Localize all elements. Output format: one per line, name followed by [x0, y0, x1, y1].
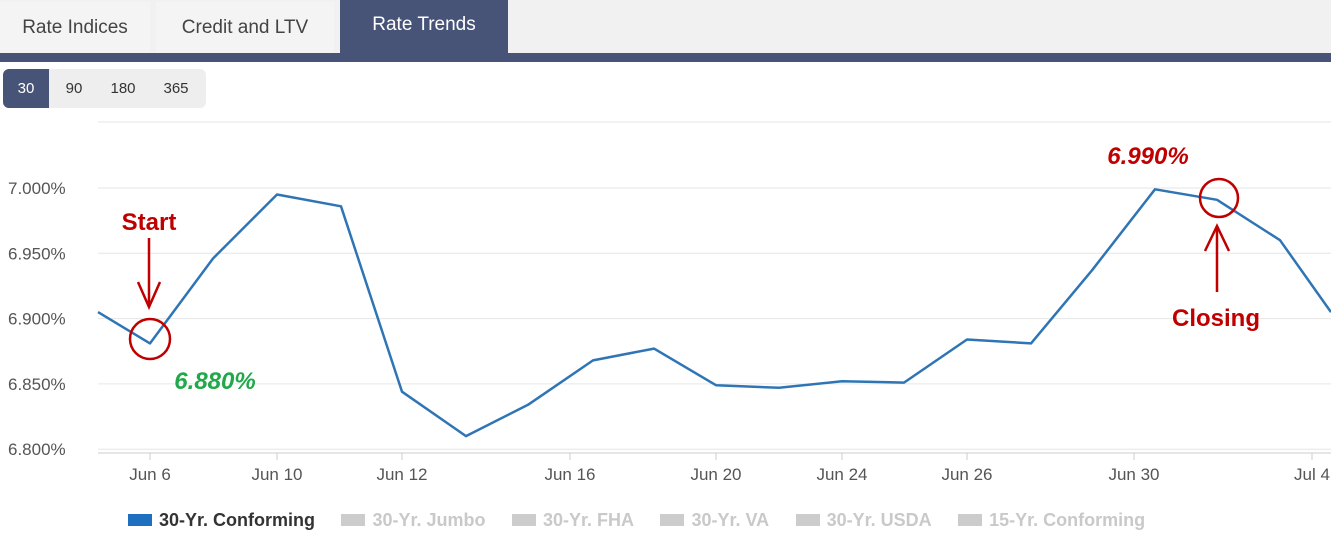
range-90-button[interactable]: 90	[65, 80, 83, 97]
y-tick-label: 6.950%	[8, 244, 66, 263]
y-tick-label: 6.800%	[8, 440, 66, 459]
x-tick-label: Jun 24	[816, 465, 867, 484]
y-tick-label: 6.900%	[8, 310, 66, 329]
x-tick-label: Jun 20	[690, 465, 741, 484]
tab-bar-underline	[0, 53, 1331, 62]
legend-swatch	[511, 514, 536, 526]
x-tick-label: Jul 4	[1294, 465, 1330, 484]
tab-bar: Rate Indices Credit and LTV Rate Trends	[0, 0, 1331, 53]
tab-credit-and-ltv[interactable]: Credit and LTV	[156, 2, 334, 53]
start-marker-circle	[128, 317, 172, 361]
x-tick-label: Jun 26	[941, 465, 992, 484]
closing-label: Closing	[1172, 305, 1260, 332]
closing-value-label: 6.990%	[1107, 143, 1188, 170]
closing-marker-circle	[1198, 177, 1240, 219]
tab-rate-indices[interactable]: Rate Indices	[0, 2, 150, 53]
legend-label: 15-Yr. Conforming	[989, 510, 1146, 530]
legend-swatch	[128, 514, 152, 526]
range-selector: 30 90 180 365	[3, 69, 206, 108]
series-line-30yr-conforming	[97, 188, 1331, 438]
range-180-button[interactable]: 180	[110, 80, 136, 97]
chart-legend: 30-Yr. Conforming 30-Yr. Jumbo 30-Yr. FH…	[128, 510, 1167, 532]
x-tick-label: Jun 6	[129, 465, 171, 484]
legend-swatch	[660, 514, 685, 526]
legend-label: 30-Yr. Jumbo	[372, 510, 486, 530]
closing-arrow	[1203, 223, 1231, 292]
start-value-label: 6.880%	[174, 368, 255, 395]
start-label: Start	[122, 209, 177, 236]
legend-item-15yr-conforming[interactable]: 15-Yr. Conforming	[958, 510, 1145, 531]
legend-swatch	[958, 514, 983, 526]
legend-label: 30-Yr. FHA	[542, 510, 634, 530]
legend-item-30yr-va[interactable]: 30-Yr. VA	[660, 510, 769, 531]
legend-label: 30-Yr. USDA	[826, 510, 932, 530]
legend-label: 30-Yr. Conforming	[159, 510, 316, 530]
legend-item-30yr-conforming[interactable]: 30-Yr. Conforming	[128, 510, 315, 531]
y-tick-label: 6.850%	[8, 375, 66, 394]
legend-item-30yr-jumbo[interactable]: 30-Yr. Jumbo	[341, 510, 486, 531]
x-tick-label: Jun 30	[1108, 465, 1159, 484]
start-arrow	[136, 238, 162, 311]
x-tick-label: Jun 12	[376, 465, 427, 484]
legend-item-30yr-usda[interactable]: 30-Yr. USDA	[795, 510, 932, 531]
y-tick-label: 7.000%	[8, 179, 66, 198]
legend-swatch	[795, 514, 820, 526]
legend-item-30yr-fha[interactable]: 30-Yr. FHA	[511, 510, 634, 531]
legend-swatch	[341, 514, 366, 526]
range-30-button[interactable]: 30	[3, 69, 49, 108]
rate-trend-chart: 6.800% 6.850% 6.900% 6.950% 7.000% Jun 6 Jun …	[8, 121, 1331, 484]
x-tick-label: Jun 16	[544, 465, 595, 484]
legend-label: 30-Yr. VA	[691, 510, 770, 530]
x-tick-label: Jun 10	[251, 465, 302, 484]
range-365-button[interactable]: 365	[163, 80, 189, 97]
tab-rate-trends[interactable]: Rate Trends	[340, 0, 508, 53]
